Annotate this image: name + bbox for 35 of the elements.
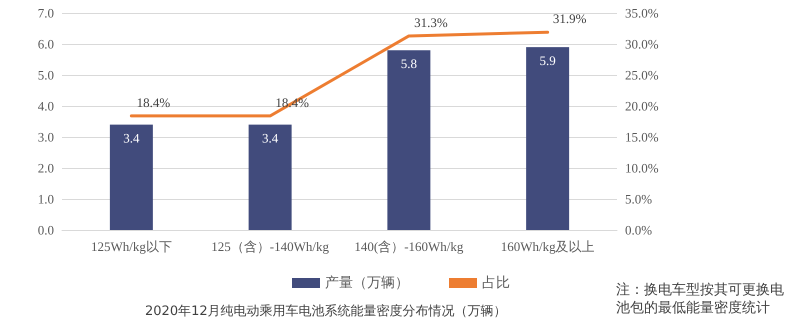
y2-tick-label: 5.0% [625,192,652,206]
x-tick-label: 125Wh/kg以下 [90,239,172,254]
data-label: 31.3% [414,14,448,30]
y2-tick-label: 20.0% [625,98,659,114]
y-tick-label: 7.0 [38,6,54,20]
bar [387,50,430,230]
y2-tick-label: 15.0% [625,130,659,144]
legend-label: 产量（万辆） [325,275,409,291]
y2-tick-label: 35.0% [625,6,659,20]
y-tick-label: 4.0 [38,98,54,114]
y-tick-label: 3.0 [38,130,54,144]
y-tick-label: 6.0 [38,36,54,52]
text: 2020年12月纯电动乘用车电池系统能量密度分布情况（万辆） [145,303,507,319]
y2-tick-label: 0.0% [625,222,652,238]
bar [526,47,570,230]
y2-tick-label: 25.0% [625,68,659,82]
legend-label: 占比 [482,275,510,291]
y-tick-label: 1.0 [38,192,54,206]
bar [248,124,292,230]
data-label: 31.9% [552,11,587,26]
y2-tick-label: 30.0% [625,36,659,52]
y-tick-label: 0.0 [38,222,54,238]
y2-tick-label: 10.0% [625,160,659,176]
data-label: 5.8 [400,56,417,72]
x-tick-label: 160Wh/kg及以上 [500,239,595,254]
y-tick-label: 5.0 [38,68,54,82]
data-label: 3.4 [262,130,279,146]
data-label: 5.9 [540,53,556,68]
x-tick-label: 140(含）-160Wh/kg [354,239,464,254]
text: 注：换电车型按其可更换电池包的最低能量密度统计 [616,282,784,316]
data-label: 18.4% [136,94,170,110]
y-tick-label: 2.0 [38,160,54,176]
bar [110,124,153,230]
data-label: 3.4 [123,130,140,146]
x-tick-label: 125（含）-140Wh/kg [211,239,330,254]
